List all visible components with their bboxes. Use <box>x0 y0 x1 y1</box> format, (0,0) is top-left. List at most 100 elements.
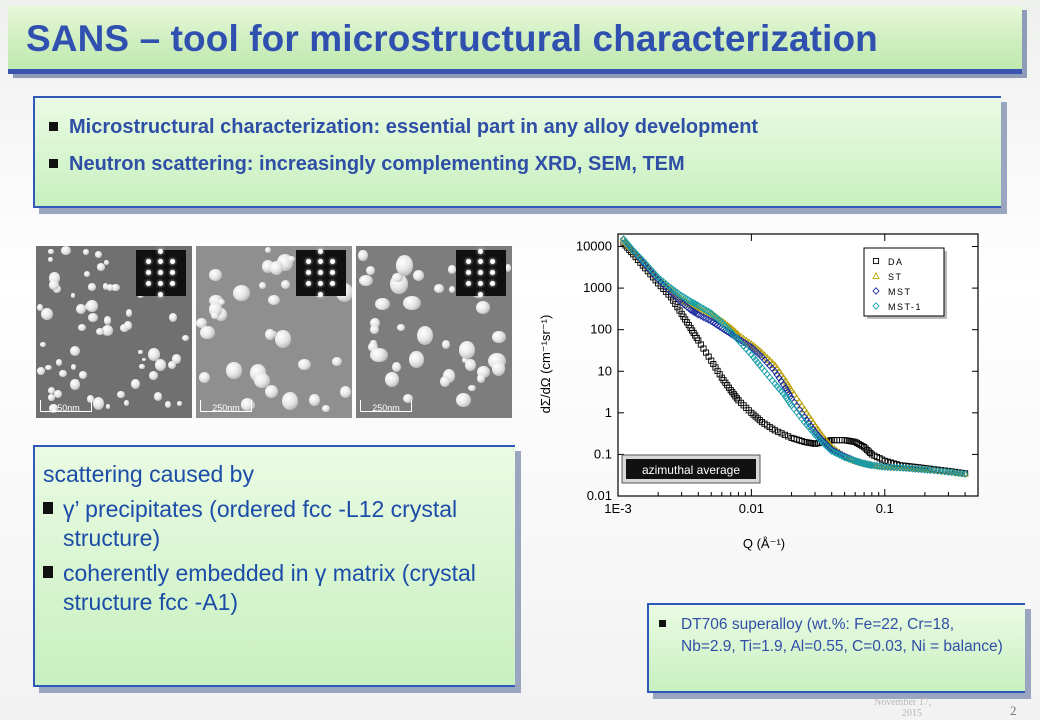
precipitate <box>40 342 46 348</box>
scattering-bullet: coherently embedded in γ matrix (crystal… <box>43 559 513 617</box>
data-point <box>881 463 889 471</box>
precipitate <box>416 326 433 346</box>
precipitate <box>265 328 275 340</box>
intro-bullet: Neutron scattering: increasingly complem… <box>49 153 758 176</box>
data-point <box>890 463 898 472</box>
scale-label: 250nm <box>372 403 400 413</box>
data-point <box>693 300 701 309</box>
precipitate <box>309 393 320 407</box>
diffraction-spot <box>158 281 163 286</box>
precipitate <box>491 361 505 376</box>
y-tick-label: 0.1 <box>594 446 612 461</box>
data-point <box>676 307 683 314</box>
scattering-bullet-text: γ’ precipitates (ordered fcc -L12 crysta… <box>63 496 458 551</box>
data-point <box>852 438 859 445</box>
precipitate <box>84 271 91 278</box>
diffraction-spot <box>330 281 335 286</box>
legend-label: MST <box>888 287 912 297</box>
data-point <box>691 308 699 317</box>
precipitate <box>102 283 109 290</box>
data-point <box>887 463 895 472</box>
precipitate <box>168 361 177 370</box>
tem-micrograph-row: 250nm 250nm 250nm <box>36 246 512 418</box>
data-point <box>790 389 798 397</box>
precipitate <box>365 265 375 275</box>
scattering-bullet: γ’ precipitates (ordered fcc -L12 crysta… <box>43 495 513 553</box>
slide-title: SANS – tool for microstructural characte… <box>26 18 878 59</box>
precipitate <box>477 366 491 378</box>
scale-bar <box>40 400 92 412</box>
y-tick-label: 1000 <box>583 280 612 295</box>
precipitate <box>78 371 88 380</box>
data-point <box>691 300 699 308</box>
diffraction-spot <box>478 270 483 275</box>
diffraction-spot <box>306 270 311 275</box>
precipitate <box>214 298 221 304</box>
legend-marker <box>872 271 880 279</box>
precipitate <box>262 259 274 273</box>
y-tick-label: 10 <box>598 363 612 378</box>
precipitate <box>48 279 60 290</box>
data-point <box>688 306 696 315</box>
precipitate <box>209 268 223 282</box>
data-point <box>845 454 853 463</box>
data-point <box>733 395 740 402</box>
precipitate <box>458 341 475 359</box>
precipitate <box>148 371 158 380</box>
precipitate <box>264 246 271 253</box>
precipitate <box>464 358 476 372</box>
precipitate <box>53 285 62 294</box>
precipitate <box>281 280 291 290</box>
precipitate <box>106 404 111 409</box>
data-point <box>800 405 809 413</box>
diffraction-pattern-inset <box>456 249 506 297</box>
diffraction-spot <box>478 292 483 297</box>
data-point <box>719 325 728 333</box>
precipitate <box>124 321 132 330</box>
precipitate <box>124 400 130 406</box>
data-point <box>914 465 923 473</box>
scattering-bullet-text: coherently embedded in γ matrix (crystal… <box>63 560 476 615</box>
bullet-square-icon <box>49 159 58 168</box>
y-tick-label: 1 <box>605 405 612 420</box>
footer-date: November 17, <box>874 697 932 708</box>
precipitate <box>211 312 219 319</box>
data-point <box>775 374 783 382</box>
diffraction-spot <box>330 270 335 275</box>
precipitate <box>253 372 270 389</box>
data-point <box>727 387 734 394</box>
precipitate <box>340 385 352 398</box>
precipitate <box>142 357 147 362</box>
data-point <box>707 317 715 326</box>
precipitate <box>37 367 46 375</box>
precipitate <box>138 349 143 354</box>
precipitate <box>76 303 86 314</box>
precipitate <box>275 330 291 348</box>
data-point <box>853 439 861 446</box>
precipitate <box>226 362 242 380</box>
data-point <box>756 417 763 424</box>
diffraction-spot <box>490 270 495 275</box>
precipitate <box>49 404 59 413</box>
precipitate <box>87 312 99 322</box>
annotation-box: azimuthal average <box>621 454 761 484</box>
data-point <box>709 318 717 327</box>
page-number: 2 <box>1010 703 1017 718</box>
alloy-note-box: DT706 superalloy (wt.%: Fe=22, Cr=18, Nb… <box>647 603 1025 693</box>
data-point <box>693 309 701 318</box>
y-axis-label: dΣ/dΩ (cm⁻¹sr⁻¹) <box>538 315 553 414</box>
x-axis-ticks: 1E-3 0.01 0.1 <box>604 234 979 516</box>
precipitate <box>392 272 403 282</box>
precipitate <box>176 401 183 406</box>
precipitate <box>110 283 121 292</box>
data-point <box>754 415 761 422</box>
precipitate <box>397 324 406 331</box>
precipitate <box>77 324 86 331</box>
bullet-square-icon <box>659 620 666 627</box>
data-point <box>683 295 691 304</box>
data-point <box>896 463 904 472</box>
diffraction-spot <box>158 259 163 264</box>
precipitate <box>375 298 390 310</box>
scale-bar <box>360 400 412 412</box>
